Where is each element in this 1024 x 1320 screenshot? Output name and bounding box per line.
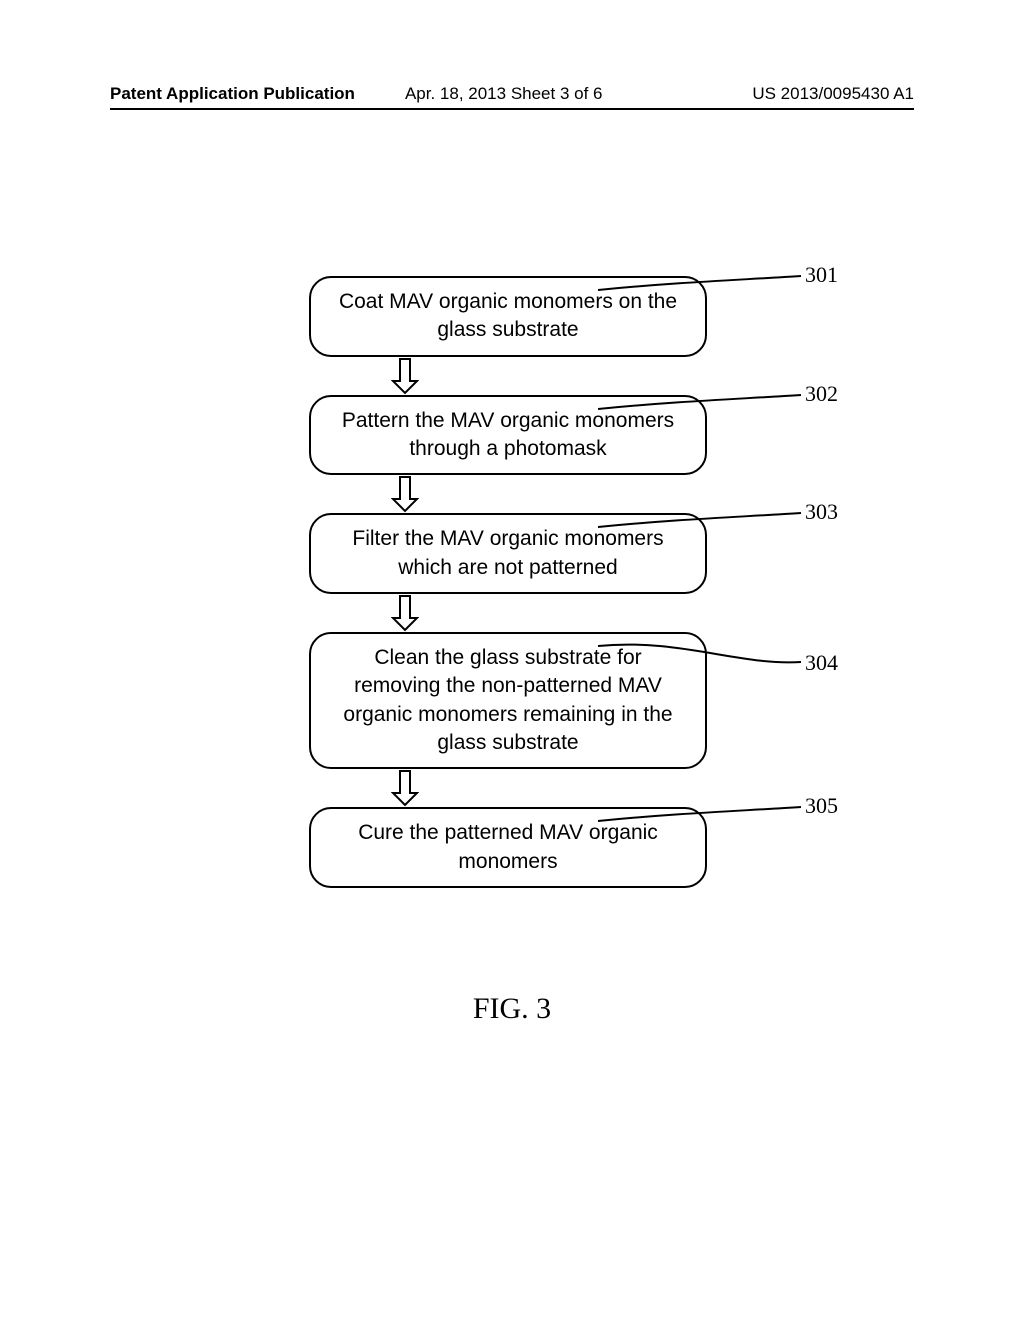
header-publication-number: US 2013/0095430 A1 (752, 84, 914, 104)
flowchart-step-label: 302 (805, 381, 838, 407)
flow-arrow-icon (391, 769, 419, 807)
figure-caption: FIG. 3 (0, 992, 1024, 1026)
header-rule (110, 108, 914, 110)
flowchart-step-row: Pattern the MAV organic monomersthrough … (0, 395, 1024, 476)
flowchart: Coat MAV organic monomers on theglass su… (0, 276, 1024, 888)
flow-arrow-icon (391, 594, 419, 632)
callout-line (598, 264, 805, 302)
callout-line (598, 383, 805, 421)
header-date-sheet: Apr. 18, 2013 Sheet 3 of 6 (355, 84, 752, 104)
flowchart-step-label: 303 (805, 499, 838, 525)
flowchart-arrow (0, 594, 917, 632)
page-header: Patent Application Publication Apr. 18, … (110, 84, 914, 104)
flowchart-step-row: Filter the MAV organic monomerswhich are… (0, 513, 1024, 594)
flow-arrow-icon (391, 475, 419, 513)
callout-line (598, 795, 805, 833)
flowchart-step-label: 301 (805, 262, 838, 288)
flowchart-step-label: 305 (805, 793, 838, 819)
flow-arrow-icon (391, 357, 419, 395)
callout-line (598, 634, 805, 674)
flowchart-step-row: Coat MAV organic monomers on theglass su… (0, 276, 1024, 357)
flowchart-step-row: Clean the glass substrate forremoving th… (0, 632, 1024, 769)
flowchart-step-label: 304 (805, 650, 838, 676)
flowchart-step-row: Cure the patterned MAV organicmonomers30… (0, 807, 1024, 888)
header-publication-type: Patent Application Publication (110, 84, 355, 104)
callout-line (598, 501, 805, 539)
